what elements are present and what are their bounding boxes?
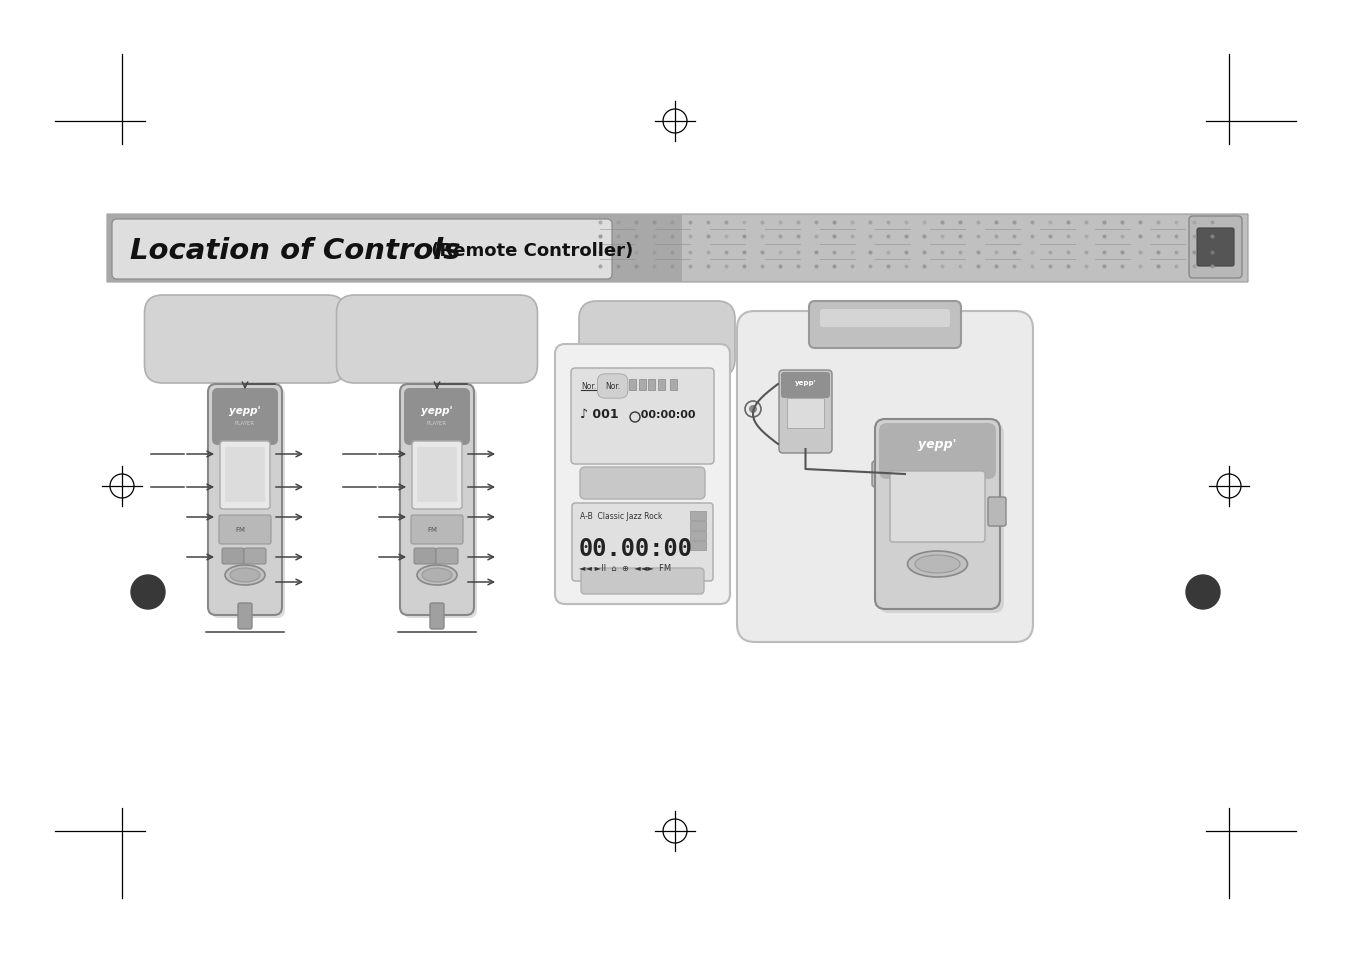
Bar: [226, 448, 265, 502]
FancyBboxPatch shape: [411, 516, 463, 544]
FancyBboxPatch shape: [880, 423, 996, 479]
Bar: [690, 512, 707, 520]
FancyBboxPatch shape: [404, 389, 470, 446]
Bar: [690, 521, 707, 531]
FancyBboxPatch shape: [107, 214, 1248, 283]
FancyBboxPatch shape: [738, 312, 1034, 642]
FancyBboxPatch shape: [580, 468, 705, 499]
Bar: [690, 532, 707, 540]
FancyBboxPatch shape: [220, 441, 270, 510]
FancyBboxPatch shape: [219, 516, 272, 544]
Bar: [417, 448, 457, 502]
FancyBboxPatch shape: [988, 497, 1006, 526]
FancyBboxPatch shape: [436, 548, 458, 564]
Text: A-B  Classic Jazz Rock: A-B Classic Jazz Rock: [580, 512, 662, 520]
FancyBboxPatch shape: [571, 503, 713, 581]
FancyBboxPatch shape: [222, 548, 245, 564]
FancyBboxPatch shape: [212, 389, 278, 446]
FancyBboxPatch shape: [571, 369, 713, 464]
Bar: [630, 379, 636, 391]
Text: ◄◄ ►II  ⌂  ⊕  ◄◄►  FM: ◄◄ ►II ⌂ ⊕ ◄◄► FM: [580, 564, 671, 573]
FancyBboxPatch shape: [780, 371, 832, 454]
Ellipse shape: [226, 565, 265, 585]
FancyBboxPatch shape: [145, 295, 346, 384]
FancyBboxPatch shape: [1189, 216, 1242, 278]
FancyBboxPatch shape: [809, 302, 961, 349]
Text: yepp': yepp': [422, 406, 453, 416]
Bar: [107, 214, 682, 283]
Ellipse shape: [422, 568, 453, 582]
Ellipse shape: [230, 568, 259, 582]
Text: 00:00:00: 00:00:00: [634, 410, 696, 419]
Text: ♪ 001: ♪ 001: [580, 408, 619, 420]
Bar: [788, 398, 824, 429]
FancyBboxPatch shape: [581, 568, 704, 595]
Ellipse shape: [908, 552, 967, 578]
FancyBboxPatch shape: [880, 423, 1004, 614]
Text: PLAYER: PLAYER: [427, 421, 447, 426]
Text: 00.00:00: 00.00:00: [580, 537, 693, 560]
Text: FM: FM: [427, 526, 436, 533]
Text: yepp': yepp': [794, 379, 816, 386]
Text: yepp': yepp': [919, 437, 957, 451]
Circle shape: [131, 576, 165, 609]
Circle shape: [748, 406, 757, 414]
FancyBboxPatch shape: [1197, 229, 1233, 267]
FancyBboxPatch shape: [412, 441, 462, 510]
FancyBboxPatch shape: [400, 385, 474, 616]
Bar: [658, 379, 665, 391]
Text: Location of Controls: Location of Controls: [130, 236, 461, 265]
FancyBboxPatch shape: [112, 220, 612, 280]
Text: FM: FM: [235, 526, 245, 533]
FancyBboxPatch shape: [403, 388, 477, 618]
Text: (Remote Controller): (Remote Controller): [426, 242, 634, 260]
FancyBboxPatch shape: [871, 461, 908, 488]
Ellipse shape: [417, 565, 457, 585]
FancyBboxPatch shape: [245, 548, 266, 564]
FancyBboxPatch shape: [875, 419, 1000, 609]
Bar: [648, 379, 655, 391]
Text: Nor.: Nor.: [605, 382, 620, 391]
Bar: [670, 379, 677, 391]
FancyBboxPatch shape: [238, 603, 253, 629]
FancyBboxPatch shape: [580, 302, 735, 377]
Ellipse shape: [915, 556, 961, 574]
FancyBboxPatch shape: [413, 548, 436, 564]
Bar: [639, 379, 646, 391]
FancyBboxPatch shape: [336, 295, 538, 384]
Bar: [690, 541, 707, 551]
FancyBboxPatch shape: [890, 472, 985, 542]
FancyBboxPatch shape: [820, 310, 950, 328]
FancyBboxPatch shape: [430, 603, 444, 629]
Circle shape: [1186, 576, 1220, 609]
FancyBboxPatch shape: [211, 388, 285, 618]
Text: PLAYER: PLAYER: [235, 421, 255, 426]
FancyBboxPatch shape: [555, 345, 730, 604]
FancyBboxPatch shape: [208, 385, 282, 616]
FancyBboxPatch shape: [781, 373, 830, 398]
Text: Nor.: Nor.: [581, 382, 596, 391]
Text: yepp': yepp': [230, 406, 261, 416]
